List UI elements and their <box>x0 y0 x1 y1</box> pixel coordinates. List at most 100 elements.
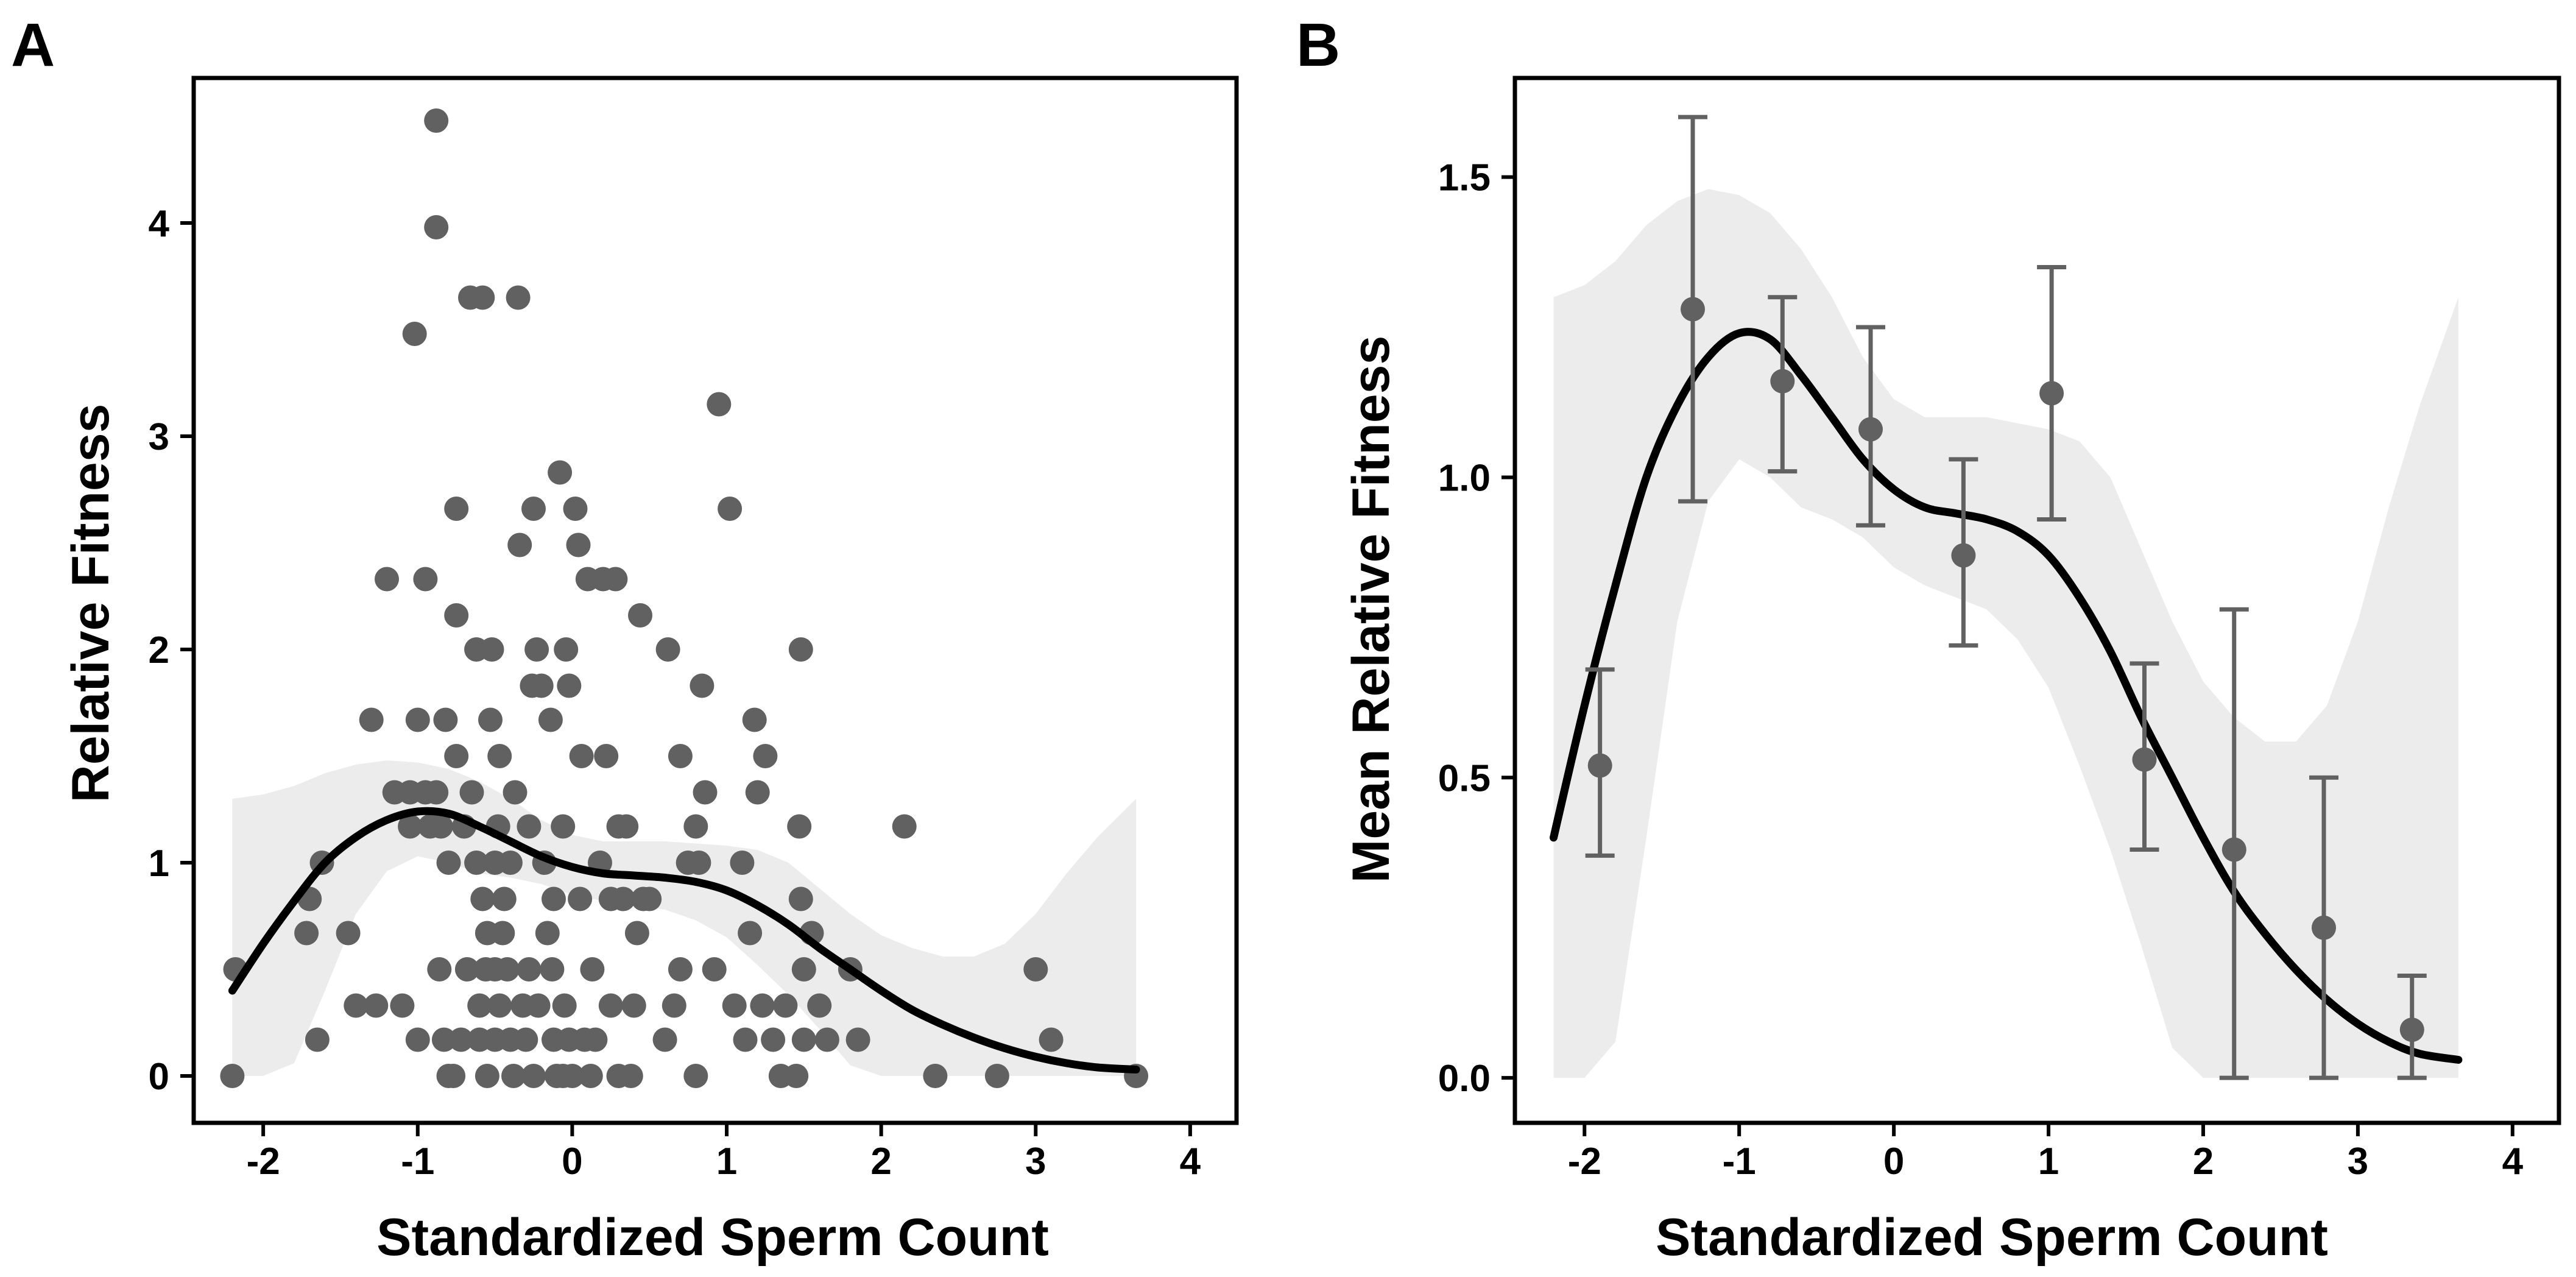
x-tick-label: -1 <box>401 1141 434 1183</box>
confidence-band <box>232 760 1137 1076</box>
data-point <box>529 673 554 698</box>
data-point <box>436 851 461 875</box>
data-point <box>718 497 743 521</box>
x-tick-label: 4 <box>2502 1141 2524 1183</box>
data-point <box>557 673 582 698</box>
data-point <box>652 1027 677 1052</box>
data-point <box>655 637 680 662</box>
data-point <box>603 567 628 592</box>
data-point <box>524 637 549 662</box>
plot-frame <box>1512 76 2561 1125</box>
data-point <box>690 673 715 698</box>
mean-point <box>2221 837 2246 862</box>
y-tick-label: 0.0 <box>1438 1058 1491 1100</box>
data-point <box>220 1064 245 1088</box>
data-point <box>344 993 369 1018</box>
x-tick-label: -2 <box>1568 1141 1601 1183</box>
fit-curve <box>228 807 1140 1074</box>
data-point <box>498 851 523 875</box>
data-point <box>745 780 770 805</box>
data-point <box>578 1064 603 1088</box>
data-point <box>773 993 798 1018</box>
data-point <box>807 993 832 1018</box>
data-point <box>540 957 565 982</box>
data-point <box>984 1064 1009 1088</box>
x-tick-label: 1 <box>716 1141 737 1183</box>
y-tick-label: 3 <box>149 416 169 458</box>
panel-a: A -2 -1 0 1 2 3 4 0 1 2 3 4 Standardized Sperm Cou… <box>11 11 1239 1267</box>
y-tick-label: 4 <box>149 203 170 245</box>
panel-a-letter: A <box>11 11 55 79</box>
data-point <box>753 744 778 768</box>
mean-point <box>2312 915 2336 940</box>
y-tick-label: 1.0 <box>1438 457 1491 499</box>
data-point <box>569 744 594 768</box>
data-point <box>492 886 517 911</box>
y-tick-label: 0.5 <box>1438 757 1491 799</box>
data-point <box>495 957 520 982</box>
mean-point <box>2399 1017 2424 1042</box>
data-point <box>507 532 532 557</box>
data-point <box>364 993 389 1018</box>
data-point <box>467 993 492 1018</box>
mean-points <box>1587 297 2424 1042</box>
data-point <box>788 637 813 662</box>
data-point <box>526 993 551 1018</box>
data-point <box>580 957 605 982</box>
data-point <box>433 707 458 732</box>
panel-b: B -2 -1 0 1 2 3 4 0.0 0.5 1.0 1.5 Standardized Sp… <box>1296 11 2561 1267</box>
data-point <box>730 851 755 875</box>
data-point <box>305 1027 330 1052</box>
x-axis-ticks: -2 -1 0 1 2 3 4 <box>1568 1123 2524 1183</box>
data-point <box>686 851 711 875</box>
data-point <box>506 285 531 310</box>
data-point <box>552 993 577 1018</box>
data-point <box>431 1027 456 1052</box>
data-point <box>722 993 747 1018</box>
data-point <box>294 921 319 946</box>
data-point <box>750 993 775 1018</box>
data-point <box>441 1064 466 1088</box>
data-point <box>428 814 453 839</box>
data-point <box>551 814 576 839</box>
data-point <box>454 957 479 982</box>
data-point <box>683 1064 708 1088</box>
y-tick-label: 2 <box>149 629 169 671</box>
x-tick-label: 4 <box>1180 1141 1201 1183</box>
mean-point <box>1587 753 1612 778</box>
data-point <box>444 603 469 628</box>
x-tick-label: -1 <box>1723 1141 1756 1183</box>
data-point <box>459 780 484 805</box>
data-point <box>448 1027 473 1052</box>
data-point <box>892 814 917 839</box>
scatter-points <box>220 108 1149 1088</box>
x-tick-label: 2 <box>2193 1141 2214 1183</box>
fit-curve <box>1550 328 2463 1064</box>
data-point <box>517 957 542 982</box>
data-point <box>521 497 546 521</box>
x-tick-label: 0 <box>1883 1141 1904 1183</box>
data-point <box>375 567 399 592</box>
data-point <box>402 322 427 346</box>
x-tick-label: 3 <box>1025 1141 1046 1183</box>
data-point <box>683 814 708 839</box>
data-point <box>424 780 449 805</box>
data-point <box>693 780 718 805</box>
y-axis-ticks: 0.0 0.5 1.0 1.5 <box>1438 157 1515 1100</box>
data-point <box>787 814 812 839</box>
data-point <box>490 921 515 946</box>
data-point <box>583 1027 608 1052</box>
data-point <box>733 1027 758 1052</box>
data-point <box>560 1064 585 1088</box>
data-point <box>479 637 504 662</box>
data-point <box>478 707 503 732</box>
data-point <box>424 108 449 133</box>
x-axis-ticks: -2 -1 0 1 2 3 4 <box>247 1123 1201 1183</box>
data-point <box>563 497 588 521</box>
data-point <box>614 814 639 839</box>
data-point <box>662 993 686 1018</box>
x-tick-label: 0 <box>562 1141 582 1183</box>
data-point <box>444 744 469 768</box>
data-point <box>517 814 542 839</box>
y-axis-title: Relative Fitness <box>62 404 120 803</box>
